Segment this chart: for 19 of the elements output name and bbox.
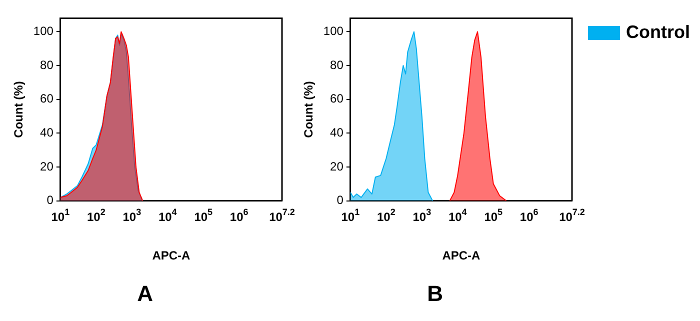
y-tick-label: 0 — [336, 193, 344, 208]
y-tick-label: 100 — [33, 24, 54, 38]
y-tick-label: 40 — [330, 125, 344, 140]
x-axis-title: APC-A — [442, 248, 481, 263]
y-tick-label: 20 — [40, 159, 54, 174]
y-tick-label: 60 — [40, 92, 54, 106]
y-tick-label: 0 — [46, 193, 54, 208]
y-tick-label: 80 — [330, 58, 344, 72]
x-axis-title: APC-A — [152, 248, 191, 263]
y-tick-label: 80 — [40, 58, 54, 72]
y-axis-title: Count (%) — [12, 81, 26, 138]
y-axis-title: Count (%) — [302, 81, 316, 138]
y-tick-label: 20 — [330, 159, 344, 174]
legend-label: Control — [626, 22, 690, 43]
text: A — [137, 280, 154, 306]
text: B — [427, 280, 443, 306]
y-tick-label: 40 — [40, 125, 54, 140]
y-tick-label: 60 — [330, 92, 344, 106]
y-tick-label: 100 — [323, 24, 344, 38]
